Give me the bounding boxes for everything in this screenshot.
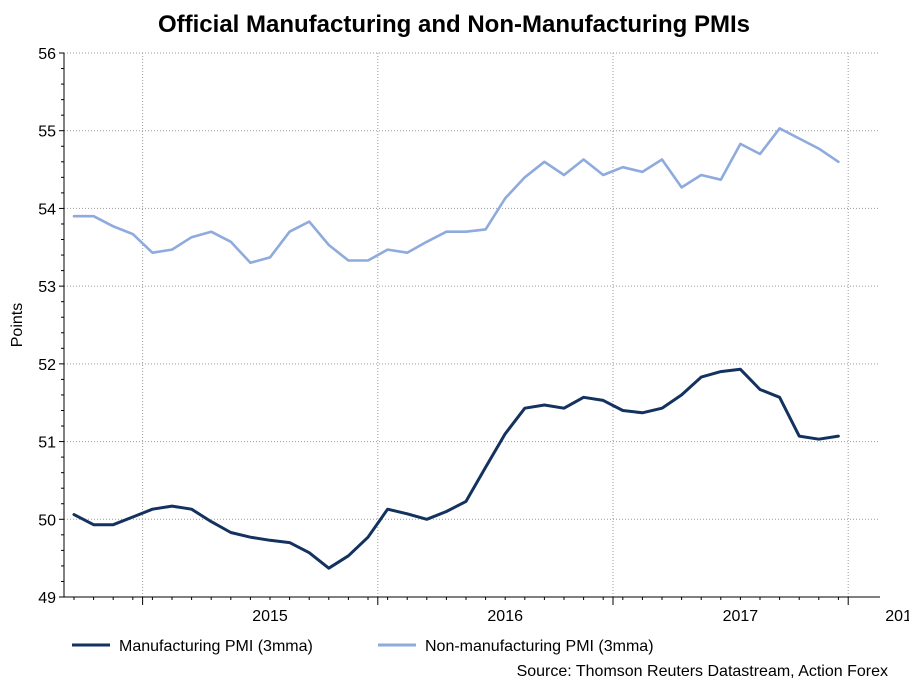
y-axis-ticks: 49 50 51 52 53 54 55 56 [38, 46, 64, 607]
y-tick-label: 55 [38, 124, 56, 141]
source-note: Source: Thomson Reuters Datastream, Acti… [517, 663, 888, 680]
legend: Manufacturing PMI (3mma) Non-manufacturi… [72, 638, 654, 655]
grid-lines [64, 52, 880, 597]
x-axis-ticks: 2015 2016 2017 2018 [73, 597, 909, 625]
y-tick-label: 56 [38, 46, 56, 63]
y-tick-label: 50 [38, 512, 56, 529]
y-tick-label: 54 [38, 201, 56, 218]
series-lines [72, 127, 840, 570]
legend-label-manufacturing: Manufacturing PMI (3mma) [119, 638, 313, 655]
plot-area [64, 53, 880, 597]
series-line-manufacturing [72, 367, 840, 570]
y-axis-label: Points [9, 303, 26, 347]
chart-title: Official Manufacturing and Non-Manufactu… [158, 11, 750, 38]
x-tick-label: 2015 [252, 608, 288, 625]
x-tick-label: 2017 [723, 608, 759, 625]
series-line-non-manufacturing [72, 127, 840, 265]
x-tick-label: 2016 [487, 608, 523, 625]
y-tick-label: 53 [38, 279, 56, 296]
y-tick-label: 51 [38, 435, 56, 452]
y-tick-label: 49 [38, 590, 56, 607]
x-tick-label: 2018 [885, 608, 909, 625]
y-tick-label: 52 [38, 357, 56, 374]
legend-label-non-manufacturing: Non-manufacturing PMI (3mma) [425, 638, 654, 655]
